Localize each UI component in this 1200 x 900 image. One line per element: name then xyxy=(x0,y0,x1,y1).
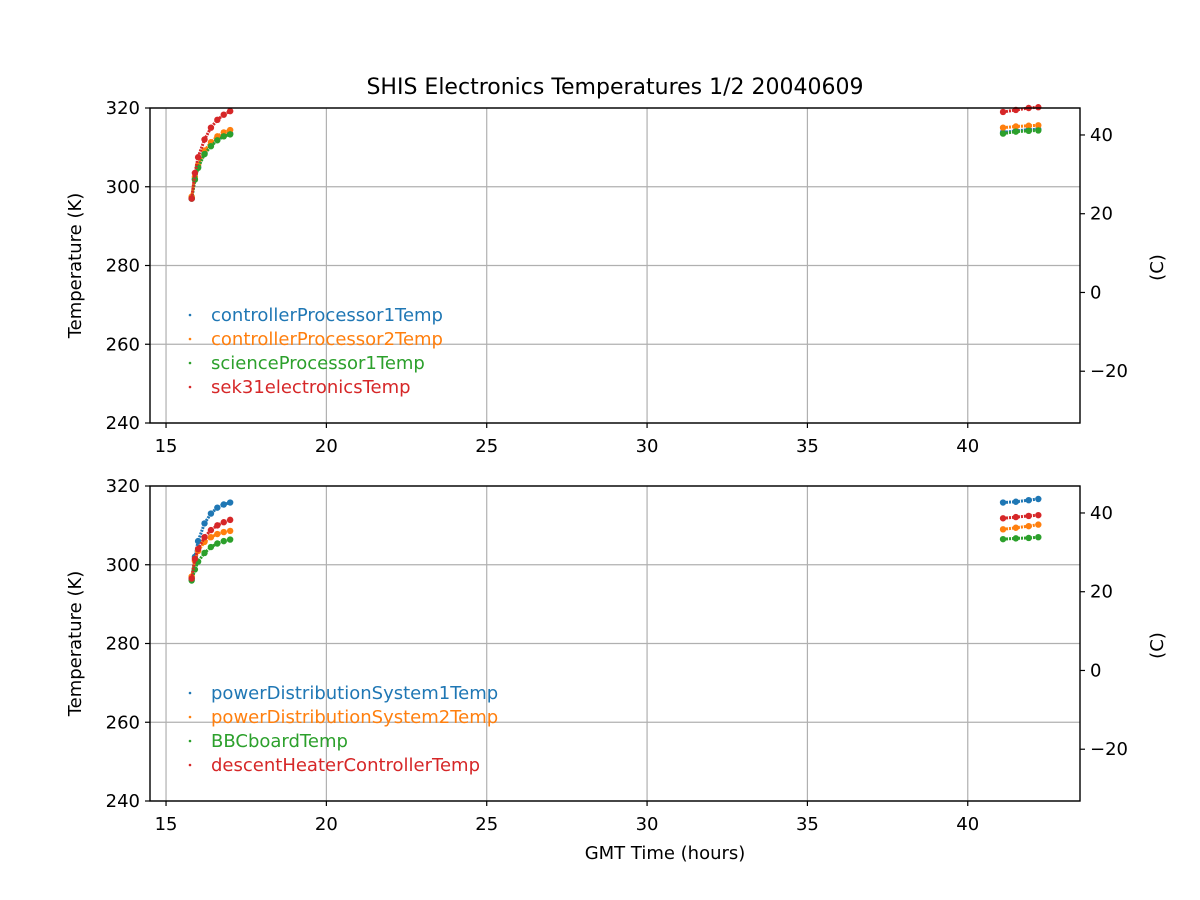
series-descentHeaterControllerTemp xyxy=(188,511,1042,582)
data-point xyxy=(226,499,234,506)
series-trace xyxy=(190,523,1039,577)
legend-entry: controllerProcessor1Temp xyxy=(211,305,443,326)
legend-marker xyxy=(188,337,192,341)
legend-entry: sek31electronicsTemp xyxy=(211,377,411,398)
top-panel: 15 20 25 30 35 40 240 260 280 300 320 −20 0 20 40 Tempe… xyxy=(65,98,1168,457)
legend-marker xyxy=(188,691,192,695)
y2-tick-label: −20 xyxy=(1090,739,1128,760)
data-point xyxy=(1035,127,1042,134)
legend-marker xyxy=(188,763,192,767)
y2-tick-label: 0 xyxy=(1090,660,1101,681)
y2-tick-label: 20 xyxy=(1090,582,1113,603)
legend-entry: scienceProcessor1Temp xyxy=(211,353,425,374)
y-tick-label: 300 xyxy=(106,177,140,198)
series-trace xyxy=(190,513,1039,579)
x-tick-label: 25 xyxy=(475,814,498,835)
series-trace xyxy=(190,535,1039,581)
x-tick-label: 15 xyxy=(155,814,178,835)
y-tick-label: 280 xyxy=(106,634,140,655)
x-tick-label: 40 xyxy=(956,814,979,835)
y-tick-label: 260 xyxy=(106,334,140,355)
x-tick-label: 25 xyxy=(475,436,498,457)
chart-title: SHIS Electronics Temperatures 1/2 200406… xyxy=(366,75,863,100)
y-tick-label: 240 xyxy=(106,413,140,434)
y2-tick-label: −20 xyxy=(1090,361,1128,382)
y2-tick-label: 0 xyxy=(1090,282,1101,303)
y-tick-label: 240 xyxy=(106,791,140,812)
legend-entry: descentHeaterControllerTemp xyxy=(211,755,480,776)
legend-marker xyxy=(188,313,192,317)
x-tick-label: 15 xyxy=(155,436,178,457)
x-tick-label: 35 xyxy=(796,436,819,457)
x-tick-label: 30 xyxy=(636,436,659,457)
y-axis-label: Temperature (K) xyxy=(65,193,86,340)
data-point xyxy=(1035,122,1042,129)
x-tick-label: 20 xyxy=(315,436,338,457)
y2-tick-label: 20 xyxy=(1090,204,1113,225)
x-tick-label: 20 xyxy=(315,814,338,835)
y2-axis-label: (C) xyxy=(1147,254,1168,281)
legend-entry: powerDistributionSystem1Temp xyxy=(211,683,498,704)
legend-entry: BBCboardTemp xyxy=(211,731,348,752)
legend-marker xyxy=(188,385,192,389)
y2-axis-label: (C) xyxy=(1147,632,1168,659)
y-tick-label: 320 xyxy=(106,98,140,119)
legend-marker xyxy=(188,361,192,365)
y2-tick-label: 40 xyxy=(1090,125,1113,146)
y-tick-label: 320 xyxy=(106,476,140,497)
x-tick-label: 40 xyxy=(956,436,979,457)
bottom-panel: 15 20 25 30 35 40 240 260 280 300 320 −20 0 20 40 Tempe… xyxy=(65,476,1168,864)
x-axis-label: GMT Time (hours) xyxy=(585,843,746,864)
y2-tick-label: 40 xyxy=(1090,503,1113,524)
y-axis-label: Temperature (K) xyxy=(65,571,86,718)
legend-marker xyxy=(188,739,192,743)
legend-marker xyxy=(188,715,192,719)
legend-entry: controllerProcessor2Temp xyxy=(211,329,443,350)
x-tick-label: 35 xyxy=(796,814,819,835)
y-tick-label: 260 xyxy=(106,712,140,733)
series-BBCboardTemp xyxy=(188,533,1042,584)
legend-entry: powerDistributionSystem2Temp xyxy=(211,707,498,728)
y-tick-label: 280 xyxy=(106,256,140,277)
y-tick-label: 300 xyxy=(106,555,140,576)
x-tick-label: 30 xyxy=(636,814,659,835)
